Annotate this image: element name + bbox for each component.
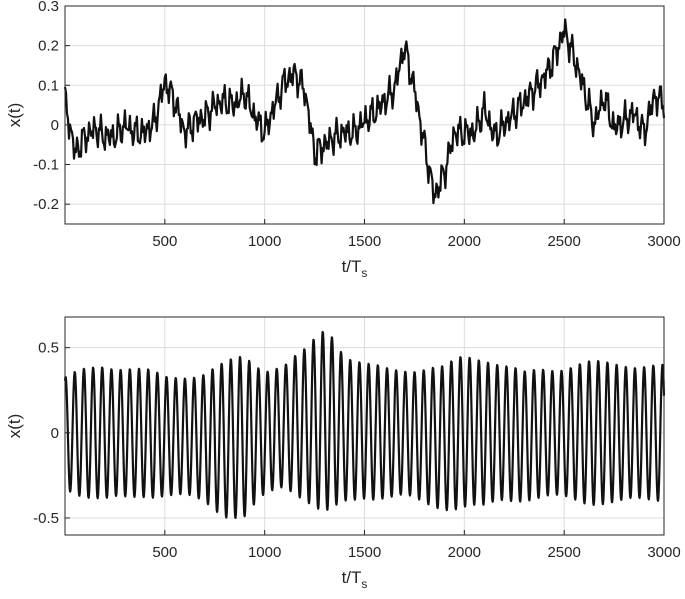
bottom-ticks: 500 1000 1500 2000 2500 3000 -0.5 0 0.5 — [33, 340, 681, 561]
bottom-y-tick-label: 0.5 — [38, 340, 59, 357]
top-y-tick-label: -0.1 — [33, 157, 59, 174]
bottom-y-tick-label: -0.5 — [33, 510, 59, 527]
bottom-y-tick-label: 0 — [51, 425, 59, 442]
bottom-x-axis-label: t/Ts — [342, 568, 368, 591]
top-x-axis-label-subscript: s — [361, 266, 367, 280]
bottom-series-line — [63, 330, 666, 519]
bottom-y-axis-label: x(t) — [5, 414, 24, 439]
bottom-x-axis-label-subscript: s — [361, 577, 367, 591]
top-time-series-plot: 500 1000 1500 2000 2500 3000 -0.2 -0.1 0 0.1 0.2 0.… — [5, 0, 681, 280]
bottom-time-series-plot: 500 1000 1500 2000 2500 3000 -0.5 0 0.5 x(t) t/T… — [5, 316, 681, 591]
bottom-x-tick-label: 3000 — [647, 544, 680, 561]
top-x-tick-label: 1500 — [348, 233, 381, 250]
top-x-tick-label: 2500 — [547, 233, 580, 250]
top-series-line — [63, 18, 666, 205]
top-x-tick-label: 1000 — [248, 233, 281, 250]
top-y-tick-label: 0.2 — [38, 38, 59, 55]
top-y-tick-label: -0.2 — [33, 196, 59, 213]
top-x-tick-label: 500 — [152, 233, 177, 250]
bottom-series-group — [63, 330, 666, 519]
top-y-tick-label: 0 — [51, 117, 59, 134]
top-x-tick-label: 3000 — [647, 233, 680, 250]
top-y-axis-label: x(t) — [5, 103, 24, 128]
top-ticks: 500 1000 1500 2000 2500 3000 -0.2 -0.1 0 0.1 0.2 0.… — [33, 0, 681, 250]
top-series-group — [63, 18, 666, 205]
top-x-tick-label: 2000 — [448, 233, 481, 250]
bottom-x-tick-label: 1000 — [248, 544, 281, 561]
top-y-tick-label: 0.1 — [38, 77, 59, 94]
bottom-x-tick-label: 2000 — [448, 544, 481, 561]
top-x-axis-label-main: t/T — [342, 257, 362, 276]
top-y-tick-label: 0.3 — [38, 0, 59, 15]
top-x-axis-label: t/Ts — [342, 257, 368, 280]
bottom-x-tick-label: 1500 — [348, 544, 381, 561]
bottom-x-axis-label-main: t/T — [342, 568, 362, 587]
bottom-x-tick-label: 2500 — [547, 544, 580, 561]
bottom-x-tick-label: 500 — [152, 544, 177, 561]
